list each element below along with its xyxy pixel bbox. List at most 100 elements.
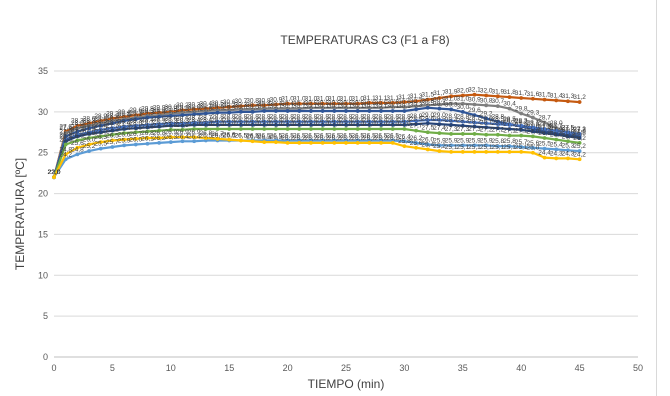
data-point <box>460 123 465 128</box>
data-point <box>262 119 267 124</box>
data-label: 27,9 <box>270 121 283 128</box>
data-label: 30,4 <box>281 101 294 108</box>
data-label: 26,6 <box>59 132 72 139</box>
data-label: 27,4 <box>118 125 131 132</box>
data-point <box>309 141 313 145</box>
data-label: 26,0 <box>59 137 72 144</box>
data-point <box>332 101 337 106</box>
data-point <box>484 116 489 121</box>
data-point <box>227 110 232 115</box>
data-label: 26,2 <box>305 135 318 142</box>
data-point <box>215 110 220 115</box>
data-label: 25,1 <box>480 144 493 151</box>
data-point <box>542 97 547 102</box>
data-label: 29,9 <box>223 105 236 112</box>
data-point <box>238 138 243 143</box>
data-point <box>367 109 372 113</box>
data-label: 28,3 <box>515 118 528 125</box>
data-label: 28,4 <box>235 117 248 124</box>
data-label: 28,5 <box>410 116 423 123</box>
data-label: 30,9 <box>433 97 446 104</box>
data-label: 26,5 <box>363 132 376 139</box>
data-point <box>566 130 570 135</box>
data-label: 27,4 <box>59 125 72 132</box>
data-label: 28,8 <box>375 114 388 121</box>
data-label: 28,3 <box>129 118 142 125</box>
data-point <box>437 96 442 100</box>
data-point <box>180 139 185 144</box>
data-label: 27,9 <box>538 121 551 128</box>
data-point <box>577 149 582 153</box>
data-label: 30,4 <box>433 101 446 108</box>
data-point <box>157 114 162 119</box>
data-point <box>145 115 150 120</box>
data-label: 28,8 <box>351 114 364 121</box>
data-label: 30,3 <box>188 101 201 108</box>
data-point <box>472 132 477 136</box>
series-5 <box>52 121 582 180</box>
data-label: 29,6 <box>176 107 189 114</box>
data-point <box>402 109 407 113</box>
data-label: 22,0 <box>48 169 61 176</box>
data-label: 25,9 <box>118 137 131 144</box>
data-label: 32,0 <box>480 88 493 95</box>
data-point <box>449 118 454 123</box>
data-label: 28,3 <box>71 118 84 125</box>
data-label: 26,0 <box>421 137 434 144</box>
data-label: 30,0 <box>235 104 248 111</box>
data-label: 26,5 <box>316 132 329 139</box>
data-label: 27,6 <box>141 123 154 130</box>
y-tick-label: 10 <box>38 270 48 280</box>
y-tick-label: 15 <box>38 229 48 239</box>
data-label: 30,3 <box>246 101 259 108</box>
data-point <box>472 143 477 148</box>
data-point <box>355 123 360 127</box>
data-point <box>320 123 325 127</box>
data-label: 22,0 <box>48 169 61 176</box>
data-label: 25,1 <box>492 144 505 151</box>
data-point <box>168 123 173 128</box>
data-label: 28,6 <box>421 115 434 122</box>
data-point <box>332 109 337 113</box>
data-label: 26,5 <box>281 132 294 139</box>
data-label: 28,4 <box>503 117 516 124</box>
x-tick-labels: 0 5 10 15 20 25 30 35 40 45 50 <box>51 363 643 373</box>
data-label: 27,9 <box>281 121 294 128</box>
data-point <box>367 119 372 124</box>
data-point <box>379 127 383 131</box>
data-label: 31,0 <box>293 96 306 103</box>
panel-divider <box>656 0 657 396</box>
data-label: 31,1 <box>386 95 399 102</box>
data-point <box>145 129 150 134</box>
data-point <box>320 127 325 131</box>
data-label: 30,9 <box>270 97 283 104</box>
data-label: 30,4 <box>293 101 306 108</box>
data-point <box>63 152 68 157</box>
data-label: 30,6 <box>386 99 399 106</box>
data-point <box>332 141 337 145</box>
data-point <box>98 146 103 151</box>
data-point <box>495 126 500 131</box>
data-point <box>133 136 138 141</box>
data-point <box>227 119 232 124</box>
data-point <box>285 101 290 106</box>
data-point <box>449 123 454 127</box>
data-label: 31,3 <box>562 93 575 100</box>
data-label: 22,0 <box>48 169 61 176</box>
data-point <box>297 119 302 124</box>
data-label: 26,2 <box>316 135 329 142</box>
data-point <box>542 131 547 136</box>
data-point <box>449 149 454 154</box>
data-point <box>554 132 559 137</box>
data-point <box>542 136 547 140</box>
data-point <box>87 126 91 131</box>
data-label: 28,5 <box>433 116 446 123</box>
data-point <box>437 131 442 136</box>
data-label: 26,8 <box>83 130 96 137</box>
data-label: 28,4 <box>305 117 318 124</box>
data-label: 31,0 <box>281 96 294 103</box>
data-label: 30,6 <box>398 99 411 106</box>
data-point <box>274 109 278 113</box>
data-point <box>355 109 360 113</box>
data-label: 28,5 <box>503 116 516 123</box>
